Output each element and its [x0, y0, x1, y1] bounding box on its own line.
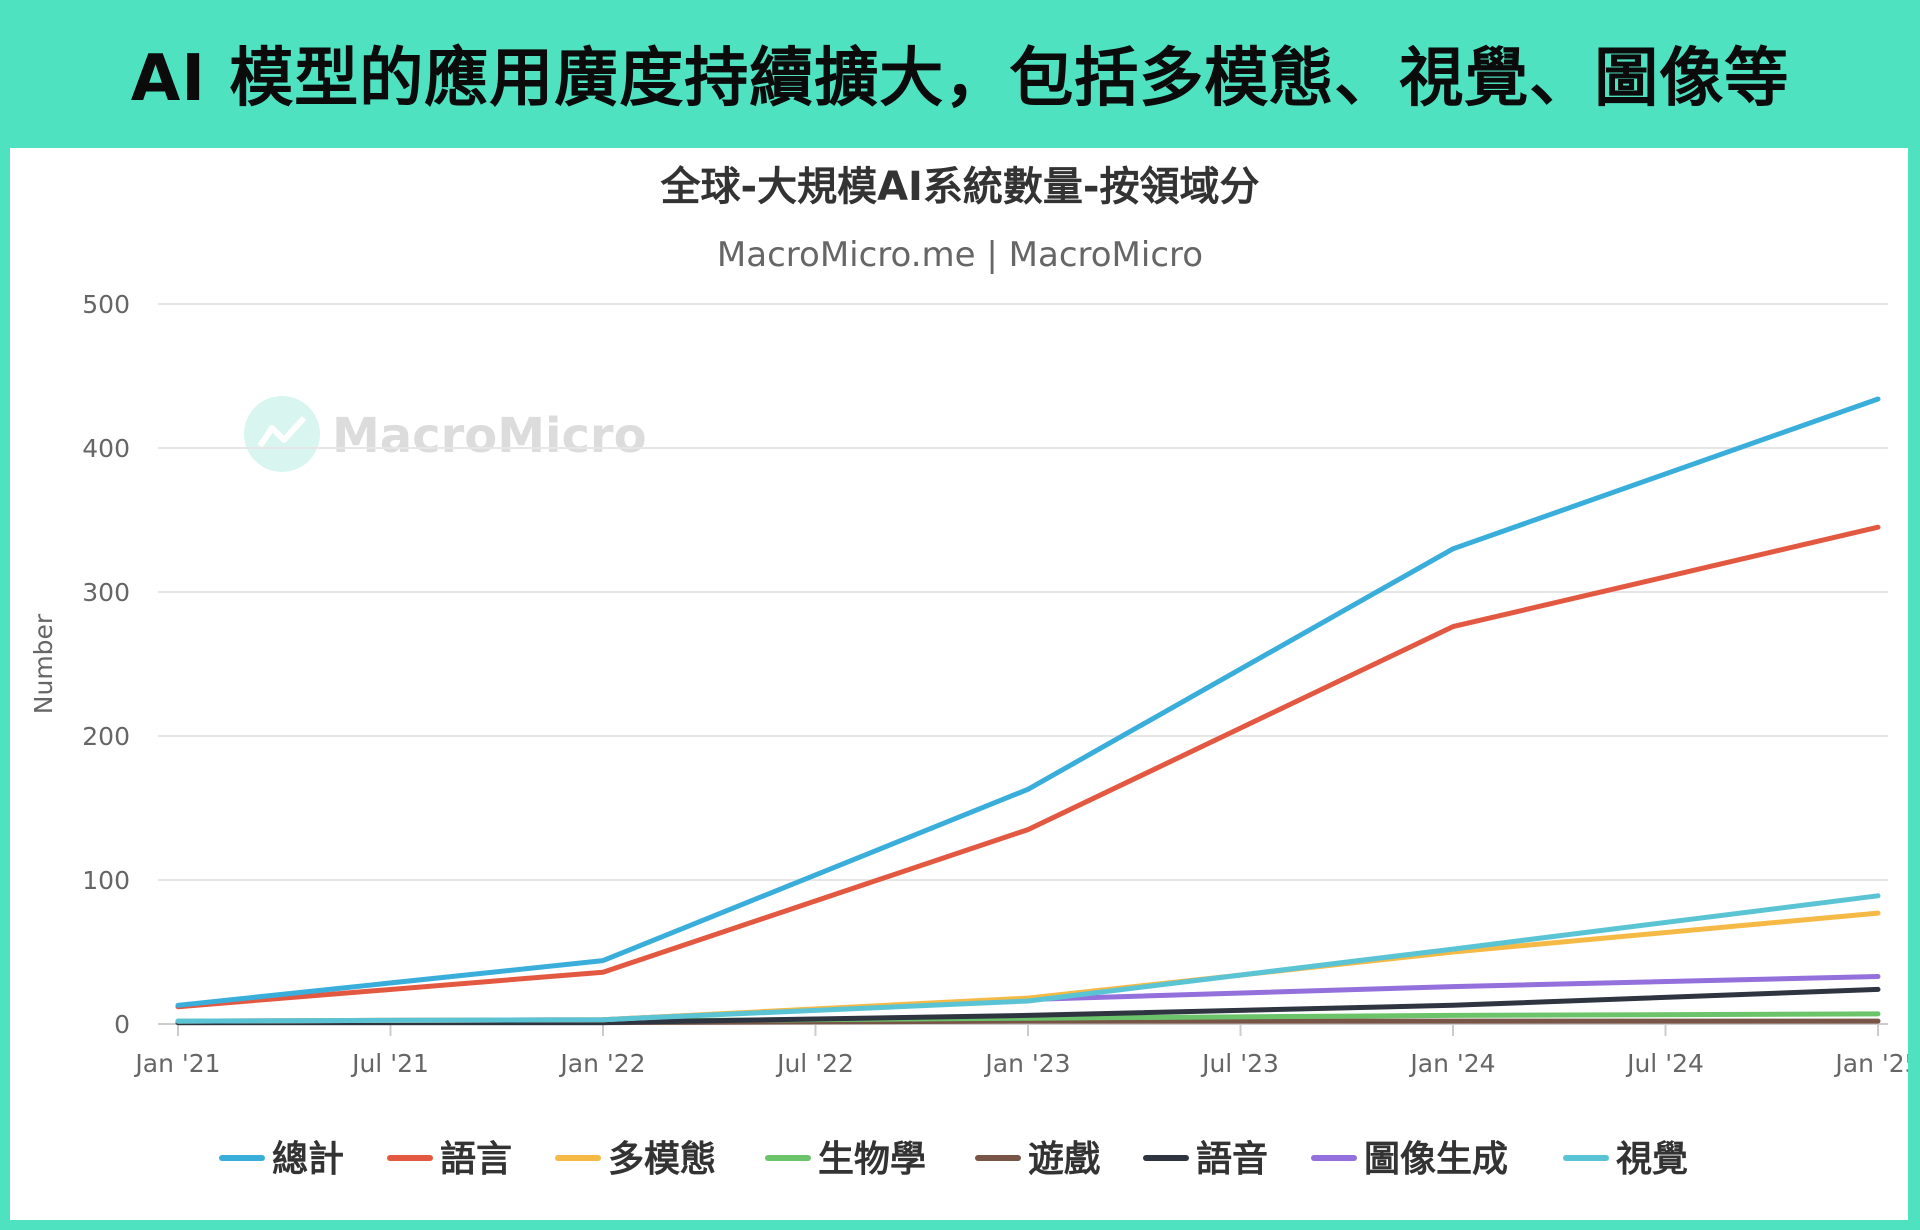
y-axis: 0 100 200 300 400 500	[82, 290, 130, 1039]
x-tick-label: Jul '21	[350, 1049, 429, 1078]
watermark: MacroMicro	[244, 396, 647, 472]
legend-label: 圖像生成	[1364, 1139, 1508, 1180]
y-tick-label: 0	[114, 1010, 130, 1039]
legend-item[interactable]: 圖像生成	[1311, 1139, 1508, 1180]
x-axis: Jan '21 Jul '21 Jan '22 Jul '22 Jan '23 Jul '…	[133, 1023, 1908, 1078]
line-chart: 全球-大規模AI系統數量-按領域分 MacroMicro.me | MacroM…	[29, 164, 1908, 1180]
x-tick-label: Jan '21	[133, 1049, 220, 1078]
x-tick-label: Jan '22	[558, 1049, 645, 1078]
y-tick-label: 500	[82, 290, 130, 319]
chart-subtitle: MacroMicro.me | MacroMicro	[717, 235, 1203, 275]
legend-label: 總計	[272, 1139, 344, 1180]
x-tick-label: Jan '24	[1408, 1049, 1495, 1078]
x-tick-label: Jan '23	[983, 1049, 1070, 1078]
x-tick-label: Jul '23	[1200, 1049, 1279, 1078]
y-tick-label: 400	[82, 434, 130, 463]
legend-label: 語音	[1196, 1139, 1268, 1180]
legend-item[interactable]: 總計	[219, 1139, 344, 1180]
series-line-8	[175, 893, 1881, 1024]
legend-item[interactable]: 遊戲	[975, 1139, 1100, 1180]
watermark-logo-mark	[257, 415, 307, 448]
y-tick-label: 100	[82, 866, 130, 895]
series-line-6	[175, 986, 1881, 1026]
y-axis-title: Number	[29, 613, 58, 714]
legend-item[interactable]: 語音	[1143, 1139, 1268, 1180]
watermark-text: MacroMicro	[332, 408, 647, 464]
x-tick-label: Jan '25	[1833, 1049, 1908, 1078]
chart-title: 全球-大規模AI系統數量-按領域分	[659, 164, 1259, 210]
page-headline: AI 模型的應用廣度持續擴大，包括多模態、視覺、圖像等	[130, 41, 1790, 116]
legend-item[interactable]: 多模態	[555, 1139, 716, 1180]
legend-label: 多模態	[608, 1139, 716, 1180]
series-lines	[175, 396, 1881, 1026]
legend-label: 生物學	[818, 1139, 926, 1180]
legend-label: 遊戲	[1028, 1139, 1100, 1180]
x-tick-label: Jul '24	[1625, 1049, 1704, 1078]
grid	[158, 303, 1888, 1025]
y-tick-label: 300	[82, 578, 130, 607]
y-tick-label: 200	[82, 722, 130, 751]
chart-panel: 全球-大規模AI系統數量-按領域分 MacroMicro.me | MacroM…	[10, 148, 1908, 1220]
legend[interactable]: 總計 語言 多模態 生物學 遊戲 語音 圖像生成 視覺	[219, 1139, 1688, 1180]
series-line-2	[175, 524, 1881, 1010]
legend-item[interactable]: 視覺	[1563, 1139, 1688, 1180]
legend-label: 視覺	[1616, 1139, 1688, 1180]
series-line-1	[175, 396, 1881, 1008]
legend-item[interactable]: 生物學	[765, 1139, 926, 1180]
legend-item[interactable]: 語言	[387, 1139, 512, 1180]
x-tick-label: Jul '22	[775, 1049, 854, 1078]
legend-label: 語言	[440, 1139, 512, 1180]
